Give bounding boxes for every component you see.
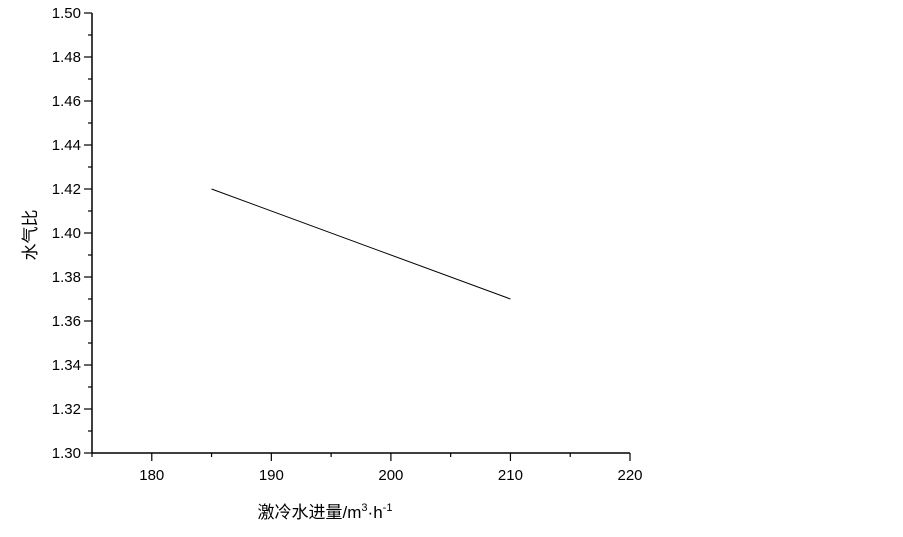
x-tick-label: 220: [617, 467, 642, 484]
y-tick-label: 1.42: [52, 181, 81, 198]
y-tick-label: 1.48: [52, 49, 81, 66]
series-layer: [211, 188, 511, 300]
y-tick-label: 1.40: [52, 225, 81, 242]
x-axis-label-sup1: 3: [361, 502, 367, 514]
y-tick-label: 1.50: [52, 5, 81, 22]
y-tick-label: 1.32: [52, 401, 81, 418]
x-axis-label-mid: ·h: [368, 503, 383, 522]
y-tick-label: 1.36: [52, 313, 81, 330]
y-axis-label: 水气比: [21, 210, 40, 261]
y-tick-label: 1.46: [52, 93, 81, 110]
y-tick-label: 1.30: [52, 445, 81, 462]
x-tick-label: 210: [498, 467, 523, 484]
x-axis-label-sup2: -1: [383, 502, 393, 514]
y-tick-label: 1.34: [52, 357, 81, 374]
x-tick-label: 200: [378, 467, 403, 484]
y-tick-label: 1.44: [52, 137, 81, 154]
series-line: [211, 188, 511, 300]
axes: 180 190 200 210 220 1.30 1.32 1.34 1.36 1.38 1.40 1…: [52, 5, 643, 484]
y-tick-label: 1.38: [52, 269, 81, 286]
x-tick-label: 180: [139, 467, 164, 484]
x-axis-label: 激冷水进量/m3·h-1: [258, 502, 393, 522]
x-tick-label: 190: [259, 467, 284, 484]
x-axis-label-main: 激冷水进量/m: [258, 503, 362, 522]
